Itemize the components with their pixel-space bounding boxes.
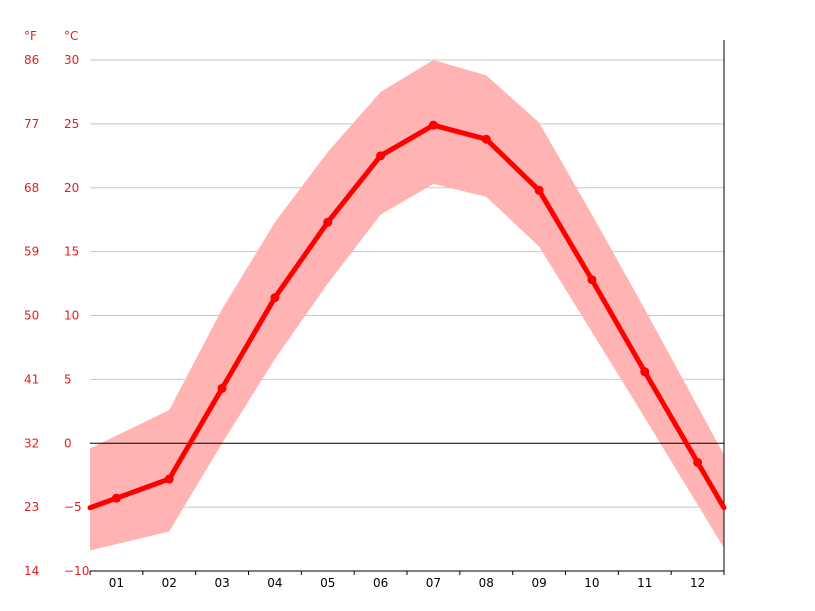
temperature-range-band xyxy=(90,60,724,551)
y-tick-label-fahrenheit: 50 xyxy=(24,309,39,323)
y-tick-label-fahrenheit: 41 xyxy=(24,372,39,386)
y-tick-label-celsius: 20 xyxy=(64,181,79,195)
data-point xyxy=(534,185,544,195)
data-point xyxy=(111,493,121,503)
data-point xyxy=(270,293,280,303)
y-tick-label-fahrenheit: 68 xyxy=(24,181,39,195)
y-tick-label-celsius: 0 xyxy=(64,436,72,450)
x-tick-label: 10 xyxy=(584,576,599,590)
y-tick-label-celsius: 5 xyxy=(64,372,72,386)
x-tick-label: 11 xyxy=(637,576,652,590)
y-tick-label-celsius: 10 xyxy=(64,309,79,323)
y-tick-label-celsius: 15 xyxy=(64,245,79,259)
average-temperature-series xyxy=(87,120,727,511)
x-tick-label: 12 xyxy=(690,576,705,590)
y-tick-label-fahrenheit: 77 xyxy=(24,117,39,131)
y-tick-label-celsius: 30 xyxy=(64,53,79,67)
unit-fahrenheit: °F xyxy=(24,29,37,43)
data-point xyxy=(164,474,174,484)
y-tick-label-celsius: −10 xyxy=(64,564,89,578)
x-tick-label: 05 xyxy=(320,576,335,590)
y-tick-label-fahrenheit: 14 xyxy=(24,564,39,578)
y-tick-label-fahrenheit: 32 xyxy=(24,436,39,450)
data-point xyxy=(640,367,650,377)
y-tick-label-fahrenheit: 86 xyxy=(24,53,39,67)
axis-labels: °F °C 86 30 77 25 68 20 59 15 50 10 41 5 32 0 23 −5 14 −1… xyxy=(24,29,705,590)
x-tick-label: 08 xyxy=(479,576,494,590)
x-tick-label: 01 xyxy=(109,576,124,590)
data-point xyxy=(693,457,703,467)
average-temperature-line xyxy=(87,122,727,511)
y-tick-label-celsius: −5 xyxy=(64,500,82,514)
unit-celsius: °C xyxy=(64,29,78,43)
x-tick-label: 04 xyxy=(267,576,282,590)
data-point xyxy=(323,217,333,227)
data-point xyxy=(428,120,438,130)
x-tick-label: 09 xyxy=(531,576,546,590)
data-point xyxy=(481,134,491,144)
axes xyxy=(89,40,725,575)
y-tick-label-fahrenheit: 59 xyxy=(24,245,39,259)
x-tick-label: 02 xyxy=(162,576,177,590)
x-tick-label: 06 xyxy=(373,576,388,590)
y-tick-label-celsius: 25 xyxy=(64,117,79,131)
x-tick-label: 03 xyxy=(214,576,229,590)
data-point xyxy=(217,383,227,393)
data-point xyxy=(376,151,386,161)
data-point xyxy=(587,275,597,285)
min-max-range-area xyxy=(90,60,724,551)
y-tick-label-fahrenheit: 23 xyxy=(24,500,39,514)
x-tick-label: 07 xyxy=(426,576,441,590)
